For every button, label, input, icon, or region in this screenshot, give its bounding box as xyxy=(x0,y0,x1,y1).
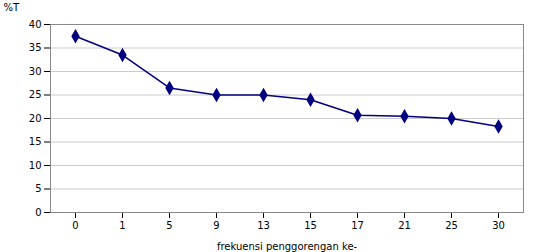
svg-text:21: 21 xyxy=(398,220,411,231)
svg-text:0: 0 xyxy=(35,207,41,218)
svg-text:20: 20 xyxy=(29,113,42,124)
svg-text:frekuensi penggorengan ke-: frekuensi penggorengan ke- xyxy=(217,241,358,252)
svg-text:1: 1 xyxy=(119,220,125,231)
svg-text:25: 25 xyxy=(29,89,42,100)
svg-text:30: 30 xyxy=(492,220,505,231)
svg-text:5: 5 xyxy=(166,220,172,231)
svg-text:30: 30 xyxy=(29,66,42,77)
svg-text:17: 17 xyxy=(351,220,364,231)
svg-text:5: 5 xyxy=(35,183,41,194)
svg-text:15: 15 xyxy=(304,220,317,231)
svg-text:%T: %T xyxy=(4,2,21,13)
svg-text:40: 40 xyxy=(29,19,42,30)
svg-text:13: 13 xyxy=(257,220,270,231)
svg-text:25: 25 xyxy=(445,220,458,231)
svg-text:0: 0 xyxy=(72,220,78,231)
svg-text:15: 15 xyxy=(29,136,42,147)
svg-text:9: 9 xyxy=(213,220,219,231)
svg-text:35: 35 xyxy=(29,42,42,53)
svg-text:10: 10 xyxy=(29,160,42,171)
